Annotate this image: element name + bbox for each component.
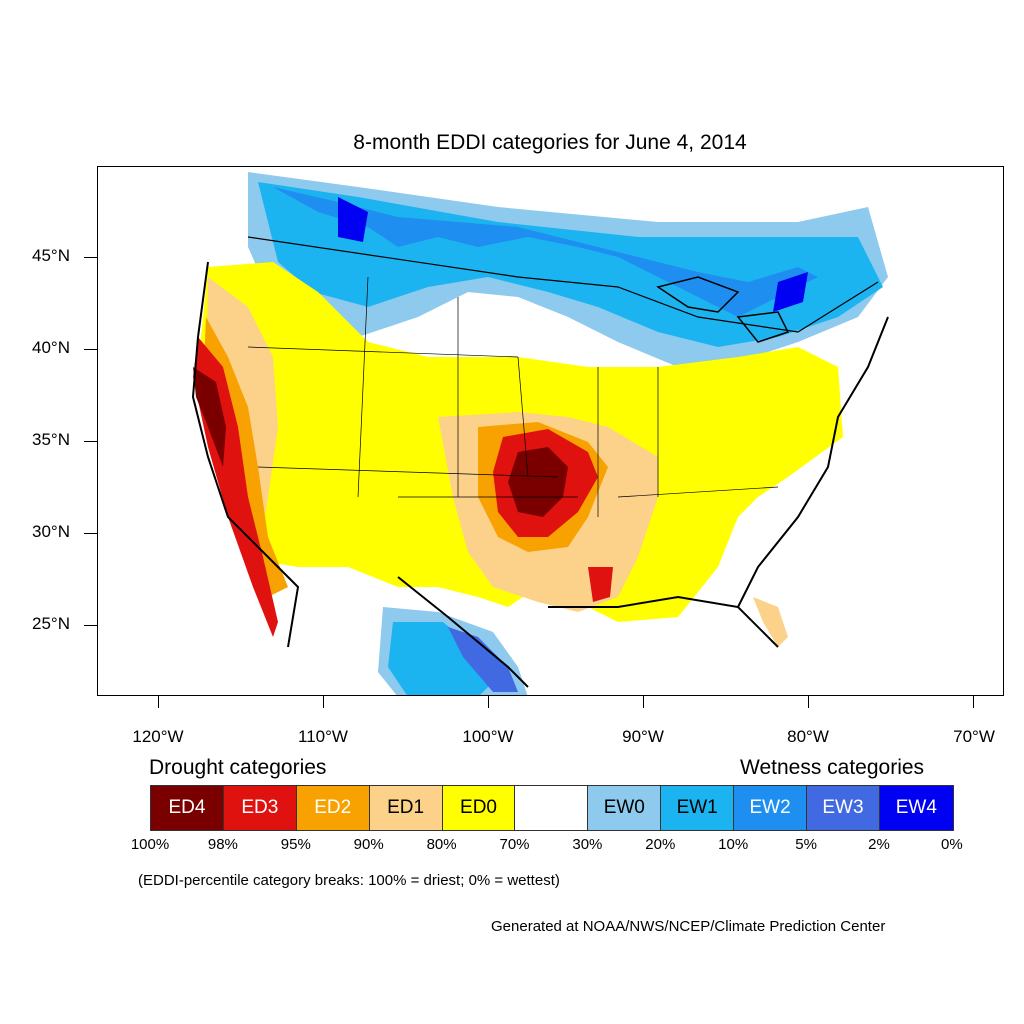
region-ew2-north bbox=[273, 187, 818, 317]
lon-label: 80°W bbox=[787, 727, 829, 746]
lat-tick bbox=[84, 533, 97, 534]
credit-line: Generated at NOAA/NWS/NCEP/Climate Predi… bbox=[491, 918, 886, 935]
lat-label: 30°N bbox=[32, 522, 70, 541]
percent-break-label: 10% bbox=[718, 836, 749, 853]
lat-tick bbox=[84, 441, 97, 442]
lat-label: 40°N bbox=[32, 338, 70, 357]
region-ew2-south bbox=[388, 622, 498, 695]
percent-break-label: 20% bbox=[645, 836, 676, 853]
legend-box-ed3: ED3 bbox=[223, 786, 297, 830]
us-east-coast bbox=[737, 316, 889, 608]
lon-label: 120°W bbox=[132, 727, 184, 746]
legend-box-ed2: ED2 bbox=[296, 786, 370, 830]
legend-box-ew1: EW1 bbox=[661, 786, 735, 830]
legend-box-ew2: EW2 bbox=[734, 786, 808, 830]
region-ed3-la bbox=[588, 567, 613, 602]
lat-tick bbox=[84, 257, 97, 258]
lon-tick bbox=[158, 696, 159, 708]
lon-label: 110°W bbox=[298, 727, 348, 746]
lat-tick bbox=[84, 349, 97, 350]
us-border-north bbox=[247, 236, 879, 333]
percent-break-label: 30% bbox=[572, 836, 603, 853]
great-lakes bbox=[656, 276, 790, 343]
legend-box-neutral bbox=[515, 786, 589, 830]
category-note: (EDDI-percentile category breaks: 100% =… bbox=[138, 872, 560, 889]
lat-label: 35°N bbox=[32, 430, 70, 449]
lat-label: 45°N bbox=[32, 246, 70, 265]
percent-break-label: 98% bbox=[207, 836, 238, 853]
percent-break-label: 95% bbox=[280, 836, 311, 853]
lon-label: 90°W bbox=[622, 727, 664, 746]
region-ed4-central bbox=[508, 447, 568, 517]
percent-break-label: 80% bbox=[426, 836, 457, 853]
eddi-map-canvas bbox=[191, 172, 889, 695]
percent-break-label: 100% bbox=[130, 836, 170, 853]
percent-break-label: 0% bbox=[941, 836, 963, 853]
legend-box-ed0: ED0 bbox=[442, 786, 516, 830]
lat-label: 25°N bbox=[32, 614, 70, 633]
us-gulf-coast bbox=[397, 576, 779, 688]
wetness-heading: Wetness categories bbox=[740, 756, 925, 779]
lon-tick bbox=[808, 696, 809, 708]
lon-tick bbox=[488, 696, 489, 708]
us-west-coast bbox=[191, 261, 300, 648]
legend-box-ew4: EW4 bbox=[879, 786, 953, 830]
lat-tick bbox=[84, 625, 97, 626]
region-ed4-west bbox=[193, 367, 226, 467]
map-title: 8-month EDDI categories for June 4, 2014 bbox=[353, 131, 747, 154]
lon-tick bbox=[643, 696, 644, 708]
state-borders bbox=[247, 276, 779, 517]
lon-label: 100°W bbox=[462, 727, 514, 746]
percent-break-label: 5% bbox=[795, 836, 817, 853]
legend-box-ew0: EW0 bbox=[588, 786, 662, 830]
eddi-map bbox=[97, 166, 1004, 696]
lon-label: 70°W bbox=[953, 727, 995, 746]
percent-break-label: 2% bbox=[868, 836, 890, 853]
region-ew3-south bbox=[448, 627, 518, 692]
legend-box-ew3: EW3 bbox=[807, 786, 880, 830]
percent-break-label: 70% bbox=[499, 836, 530, 853]
legend-box-ed1: ED1 bbox=[369, 786, 443, 830]
category-legend: ED4 ED3 ED2 ED1 ED0 EW0 EW1 EW2 EW3 EW4 bbox=[150, 785, 954, 831]
region-ed1-florida bbox=[753, 597, 788, 647]
lon-tick bbox=[973, 696, 974, 708]
percent-break-label: 90% bbox=[353, 836, 384, 853]
drought-heading: Drought categories bbox=[149, 756, 327, 779]
lon-tick bbox=[323, 696, 324, 708]
legend-box-ed4: ED4 bbox=[151, 786, 224, 830]
